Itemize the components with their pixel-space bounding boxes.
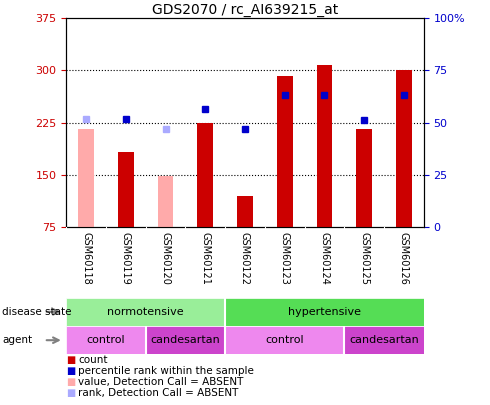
Text: agent: agent <box>2 335 32 345</box>
Bar <box>344 326 424 354</box>
Bar <box>66 298 225 326</box>
Bar <box>237 196 253 227</box>
Bar <box>277 76 293 227</box>
Bar <box>356 130 372 227</box>
Text: ■: ■ <box>66 356 75 365</box>
Text: ■: ■ <box>66 377 75 387</box>
Text: percentile rank within the sample: percentile rank within the sample <box>78 367 254 376</box>
Bar <box>66 326 146 354</box>
Text: control: control <box>266 335 304 345</box>
Text: hypertensive: hypertensive <box>288 307 361 317</box>
Text: rank, Detection Call = ABSENT: rank, Detection Call = ABSENT <box>78 388 239 398</box>
Text: GSM60125: GSM60125 <box>359 232 369 286</box>
Bar <box>197 123 213 227</box>
Text: disease state: disease state <box>2 307 72 317</box>
Text: ■: ■ <box>66 367 75 376</box>
Text: GSM60123: GSM60123 <box>280 232 290 286</box>
Bar <box>225 298 424 326</box>
Text: candesartan: candesartan <box>150 335 220 345</box>
Bar <box>158 176 173 227</box>
Text: normotensive: normotensive <box>107 307 184 317</box>
Title: GDS2070 / rc_AI639215_at: GDS2070 / rc_AI639215_at <box>152 3 338 17</box>
Text: control: control <box>87 335 125 345</box>
Bar <box>78 130 94 227</box>
Text: GSM60126: GSM60126 <box>399 232 409 286</box>
Bar <box>118 152 134 227</box>
Text: GSM60124: GSM60124 <box>319 232 329 286</box>
Text: value, Detection Call = ABSENT: value, Detection Call = ABSENT <box>78 377 244 387</box>
Bar <box>317 65 332 227</box>
Text: GSM60121: GSM60121 <box>200 232 210 286</box>
Bar <box>396 70 412 227</box>
Text: GSM60120: GSM60120 <box>161 232 171 286</box>
Text: GSM60122: GSM60122 <box>240 232 250 286</box>
Text: candesartan: candesartan <box>349 335 419 345</box>
Text: count: count <box>78 356 108 365</box>
Bar <box>146 326 225 354</box>
Bar <box>225 326 344 354</box>
Text: GSM60119: GSM60119 <box>121 232 131 285</box>
Text: GSM60118: GSM60118 <box>81 232 91 285</box>
Text: ■: ■ <box>66 388 75 398</box>
